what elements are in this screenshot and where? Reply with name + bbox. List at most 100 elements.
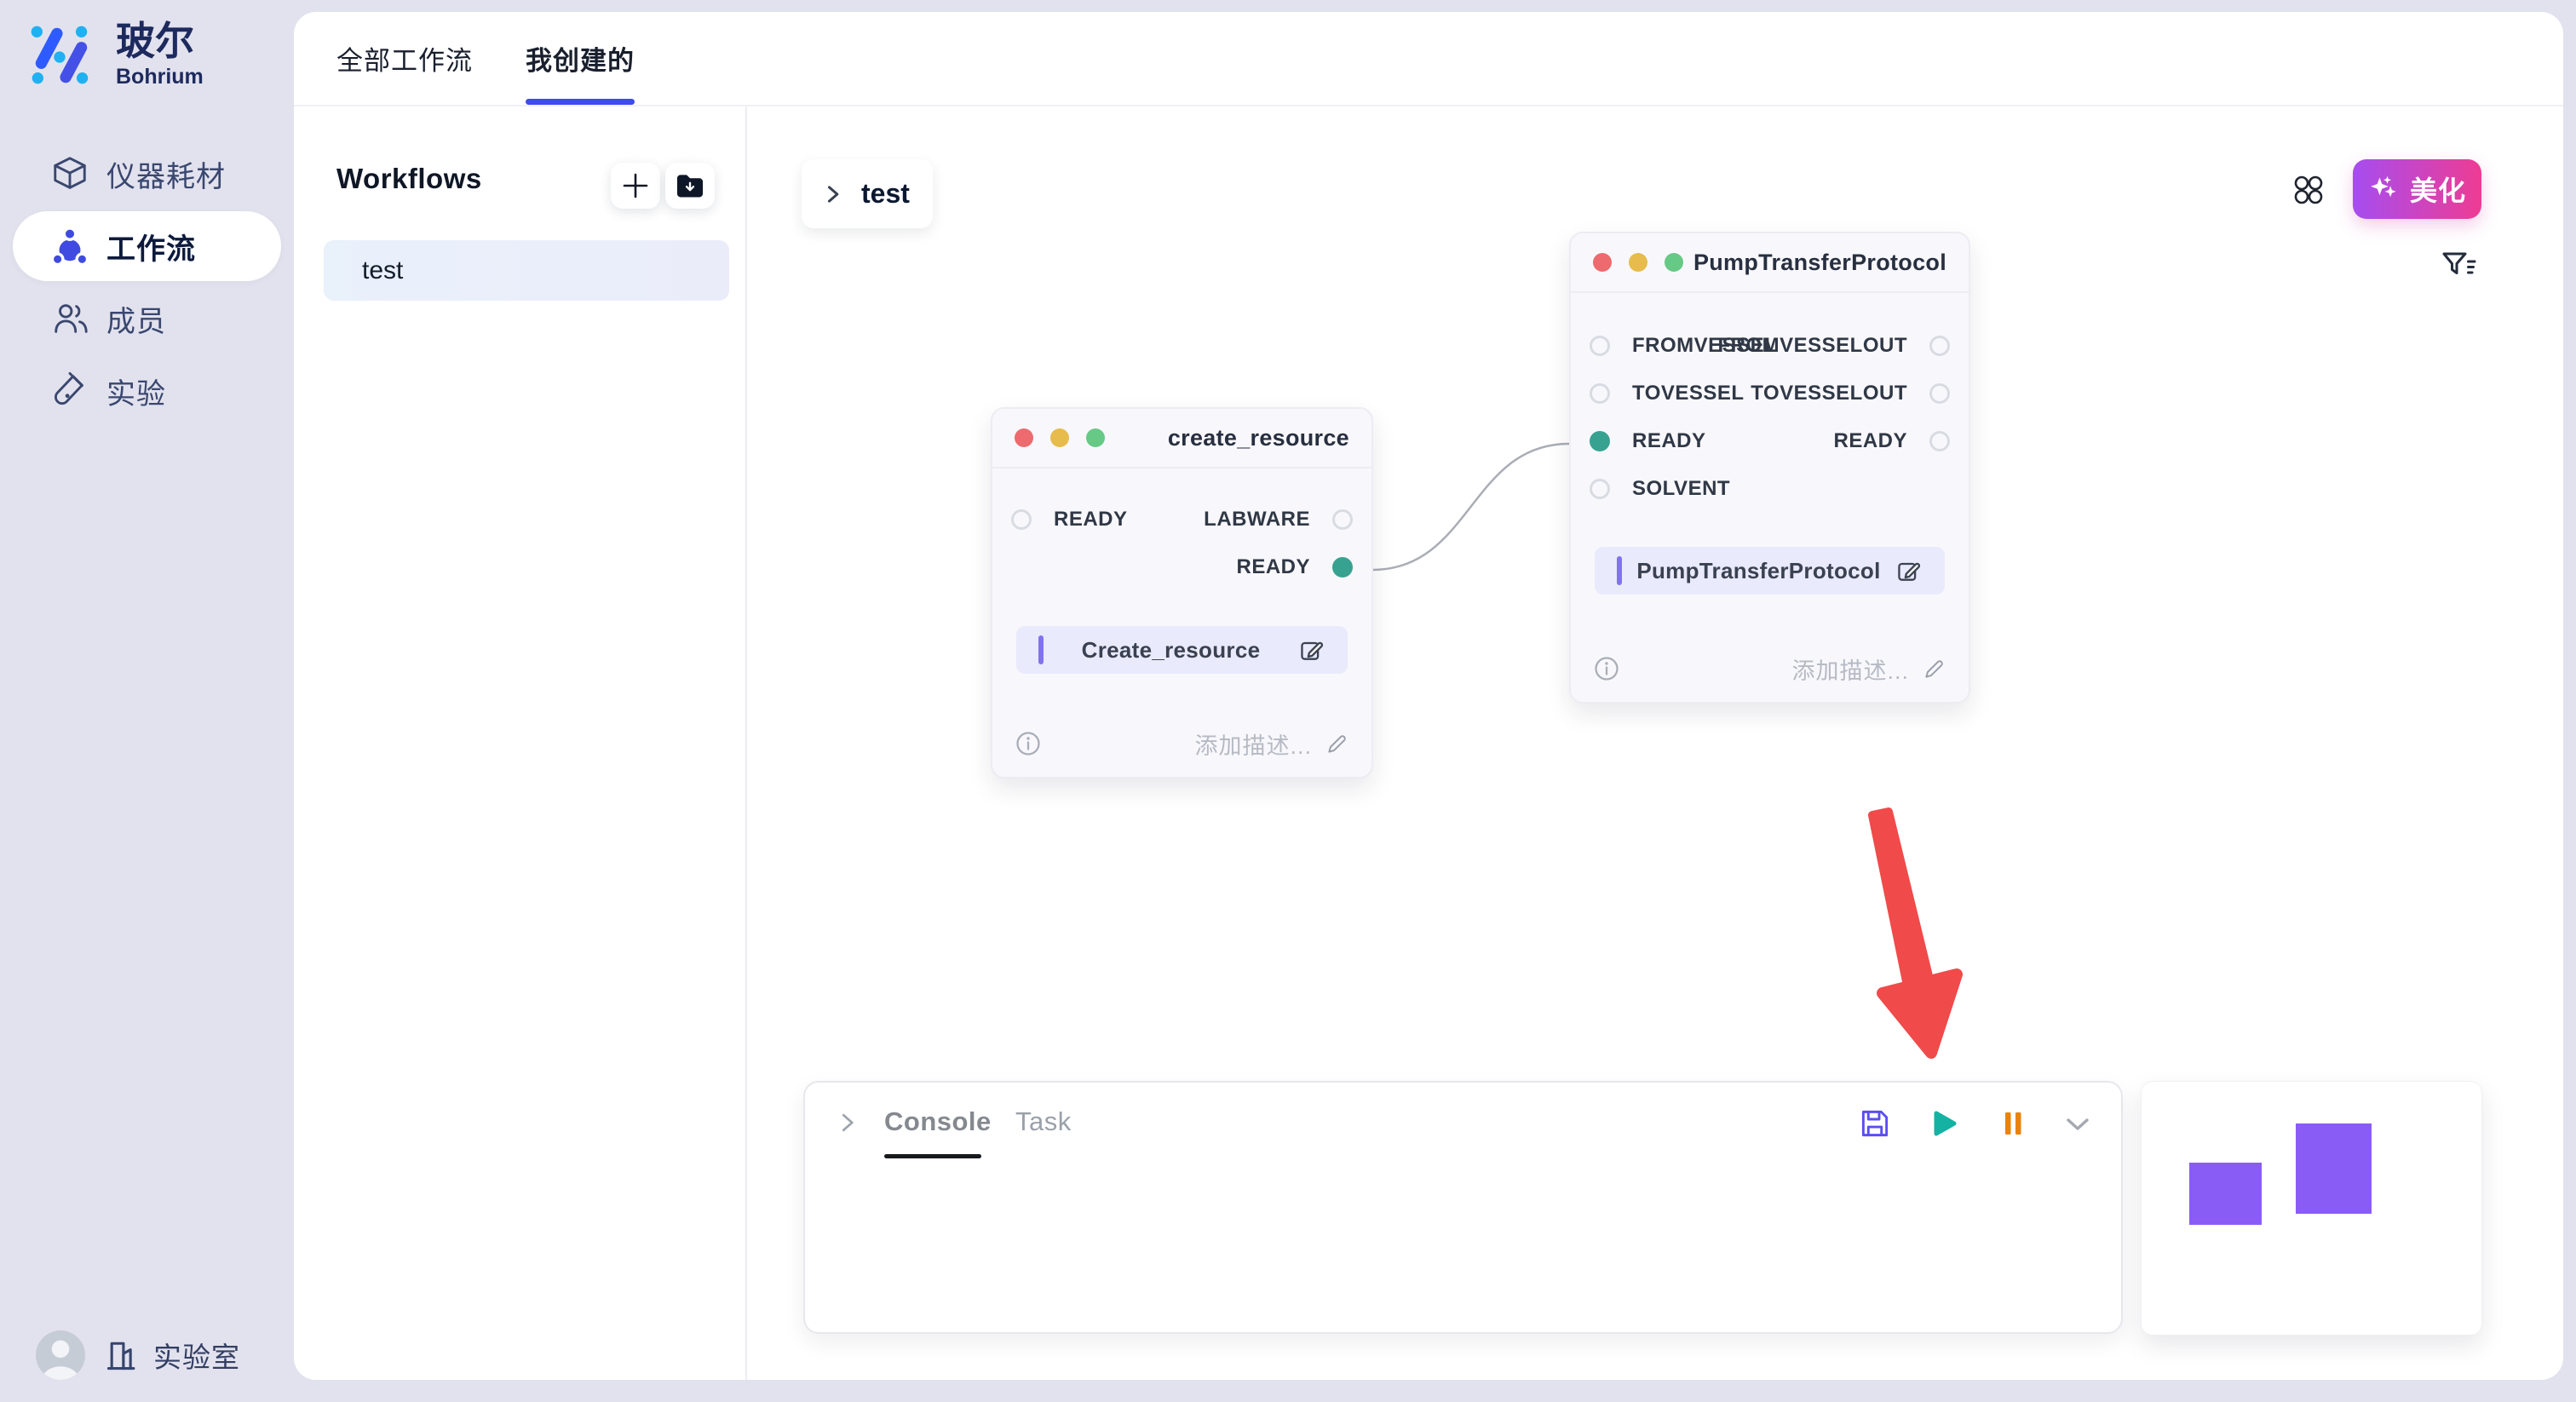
sidebar-item-label: 成员 <box>106 305 166 338</box>
port-ready-in[interactable]: READY <box>1590 417 1706 465</box>
node-task-pill[interactable]: Create_resource <box>1016 626 1348 674</box>
dot-yellow-icon[interactable] <box>1050 428 1069 447</box>
sidebar-nav: 仪器耗材 工作流 成员 <box>0 136 294 428</box>
port-tovessel[interactable]: TOVESSEL <box>1590 370 1745 417</box>
dot-red-icon[interactable] <box>1015 428 1033 447</box>
add-description[interactable]: 添加描述... <box>1791 652 1946 686</box>
save-icon <box>1858 1106 1892 1141</box>
port-handle-icon[interactable] <box>1011 509 1032 530</box>
tab-label: 我创建的 <box>526 46 635 76</box>
console-panel: Console Task <box>803 1081 2123 1334</box>
folder-download-icon <box>674 170 706 202</box>
port-handle-icon[interactable] <box>1332 509 1353 530</box>
text-cursor <box>1038 635 1044 664</box>
sidebar-footer: 实验室 <box>36 1330 240 1380</box>
console-collapse-button[interactable] <box>834 1110 860 1135</box>
port-handle-icon[interactable] <box>1929 383 1950 404</box>
traffic-dots[interactable] <box>1593 253 1683 272</box>
sidebar-item-label: 实验 <box>106 377 166 411</box>
pencil-icon <box>1325 732 1349 756</box>
port-handle-icon[interactable] <box>1332 557 1353 577</box>
port-ready-in[interactable]: READY <box>1011 496 1128 543</box>
edit-icon[interactable] <box>1298 636 1325 664</box>
console-expand-button[interactable] <box>2061 1110 2095 1144</box>
beautify-button[interactable]: 美化 <box>2353 159 2481 219</box>
workflow-panel: Workflows test <box>294 106 747 1380</box>
node-pump-transfer-protocol[interactable]: PumpTransferProtocol FROMVESSEL TOVESSEL… <box>1569 232 1970 704</box>
bohrium-logo-icon <box>26 20 97 90</box>
port-tovesselout[interactable]: TOVESSELOUT <box>1751 370 1950 417</box>
port-fromvessel[interactable]: FROMVESSEL <box>1590 322 1777 370</box>
edit-icon[interactable] <box>1895 557 1923 584</box>
console-tab-task[interactable]: Task <box>1015 1106 1072 1136</box>
node-title: create_resource <box>1167 424 1349 451</box>
play-icon <box>1927 1106 1961 1141</box>
brand-name: 玻尔 <box>116 19 194 63</box>
import-workflow-button[interactable] <box>665 163 715 209</box>
dot-green-icon[interactable] <box>1665 253 1683 272</box>
port-handle-icon[interactable] <box>1590 336 1610 356</box>
workflow-panel-title: Workflows <box>336 163 482 194</box>
port-solvent[interactable]: SOLVENT <box>1590 465 1730 513</box>
sidebar-item-label: 工作流 <box>106 233 196 266</box>
port-ready-out[interactable]: READY <box>1236 543 1353 591</box>
brand-subtitle: Bohrium <box>116 65 204 89</box>
node-footer: 添加描述... <box>1593 647 1946 690</box>
workflow-item-label: test <box>362 256 404 284</box>
port-handle-icon[interactable] <box>1929 336 1950 356</box>
beautify-label: 美化 <box>2409 175 2466 206</box>
workflow-group-icon <box>49 225 91 267</box>
port-fromvesselout[interactable]: FROMVESSELOUT <box>1717 322 1950 370</box>
add-workflow-button[interactable] <box>611 163 660 209</box>
node-title: PumpTransferProtocol <box>1693 249 1946 275</box>
node-create-resource[interactable]: create_resource READY LABWARE READY Crea… <box>991 407 1373 779</box>
console-tab-console[interactable]: Console <box>884 1106 992 1136</box>
dot-yellow-icon[interactable] <box>1629 253 1647 272</box>
tab-created-by-me[interactable]: 我创建的 <box>526 12 635 105</box>
port-handle-icon[interactable] <box>1590 383 1610 404</box>
save-button[interactable] <box>1858 1106 1892 1141</box>
sidebar-item-workflows[interactable]: 工作流 <box>13 211 281 281</box>
filter-button[interactable] <box>2440 248 2477 285</box>
breadcrumb-label: test <box>861 178 910 209</box>
info-icon[interactable] <box>1015 730 1042 757</box>
pause-button[interactable] <box>1996 1106 2030 1141</box>
sidebar-item-experiments[interactable]: 实验 <box>13 356 281 426</box>
members-icon <box>49 297 91 340</box>
add-description[interactable]: 添加描述... <box>1194 727 1349 761</box>
minimap-node-create-resource <box>2189 1163 2262 1225</box>
text-cursor <box>1617 556 1622 585</box>
dot-green-icon[interactable] <box>1086 428 1105 447</box>
avatar[interactable] <box>36 1330 85 1380</box>
port-handle-icon[interactable] <box>1929 431 1950 451</box>
traffic-dots[interactable] <box>1015 428 1105 447</box>
sidebar: 玻尔 Bohrium 仪器耗材 工作流 <box>0 0 294 1402</box>
port-handle-icon[interactable] <box>1590 479 1610 499</box>
apps-shortcut-button[interactable] <box>2291 173 2326 207</box>
workflow-list-item-test[interactable]: test <box>324 240 729 301</box>
run-button[interactable] <box>1927 1106 1961 1141</box>
node-footer: 添加描述... <box>1015 722 1349 765</box>
tab-label: 全部工作流 <box>336 46 473 76</box>
node-header: PumpTransferProtocol <box>1571 233 1969 293</box>
node-task-pill[interactable]: PumpTransferProtocol <box>1595 547 1945 595</box>
sidebar-item-members[interactable]: 成员 <box>13 284 281 353</box>
lab-switcher[interactable]: 实验室 <box>104 1335 240 1376</box>
plus-icon <box>620 170 651 201</box>
port-handle-icon[interactable] <box>1590 431 1610 451</box>
info-icon[interactable] <box>1593 655 1620 682</box>
minimap-node-pump-transfer <box>2296 1123 2372 1214</box>
port-labware-out[interactable]: LABWARE <box>1204 496 1353 543</box>
minimap[interactable] <box>2141 1081 2482 1336</box>
node-task-label: Create_resource <box>1081 636 1261 663</box>
port-ready-out[interactable]: READY <box>1833 417 1950 465</box>
sidebar-item-instruments[interactable]: 仪器耗材 <box>13 139 281 209</box>
sparkles-icon <box>2368 174 2399 204</box>
pause-icon <box>1996 1106 2030 1141</box>
tab-all-workflows[interactable]: 全部工作流 <box>336 12 473 105</box>
breadcrumb[interactable]: test <box>802 159 933 228</box>
tabbar: 全部工作流 我创建的 <box>294 12 2563 106</box>
chevron-down-icon <box>2061 1110 2095 1139</box>
dot-red-icon[interactable] <box>1593 253 1612 272</box>
brand[interactable]: 玻尔 Bohrium <box>26 20 204 90</box>
